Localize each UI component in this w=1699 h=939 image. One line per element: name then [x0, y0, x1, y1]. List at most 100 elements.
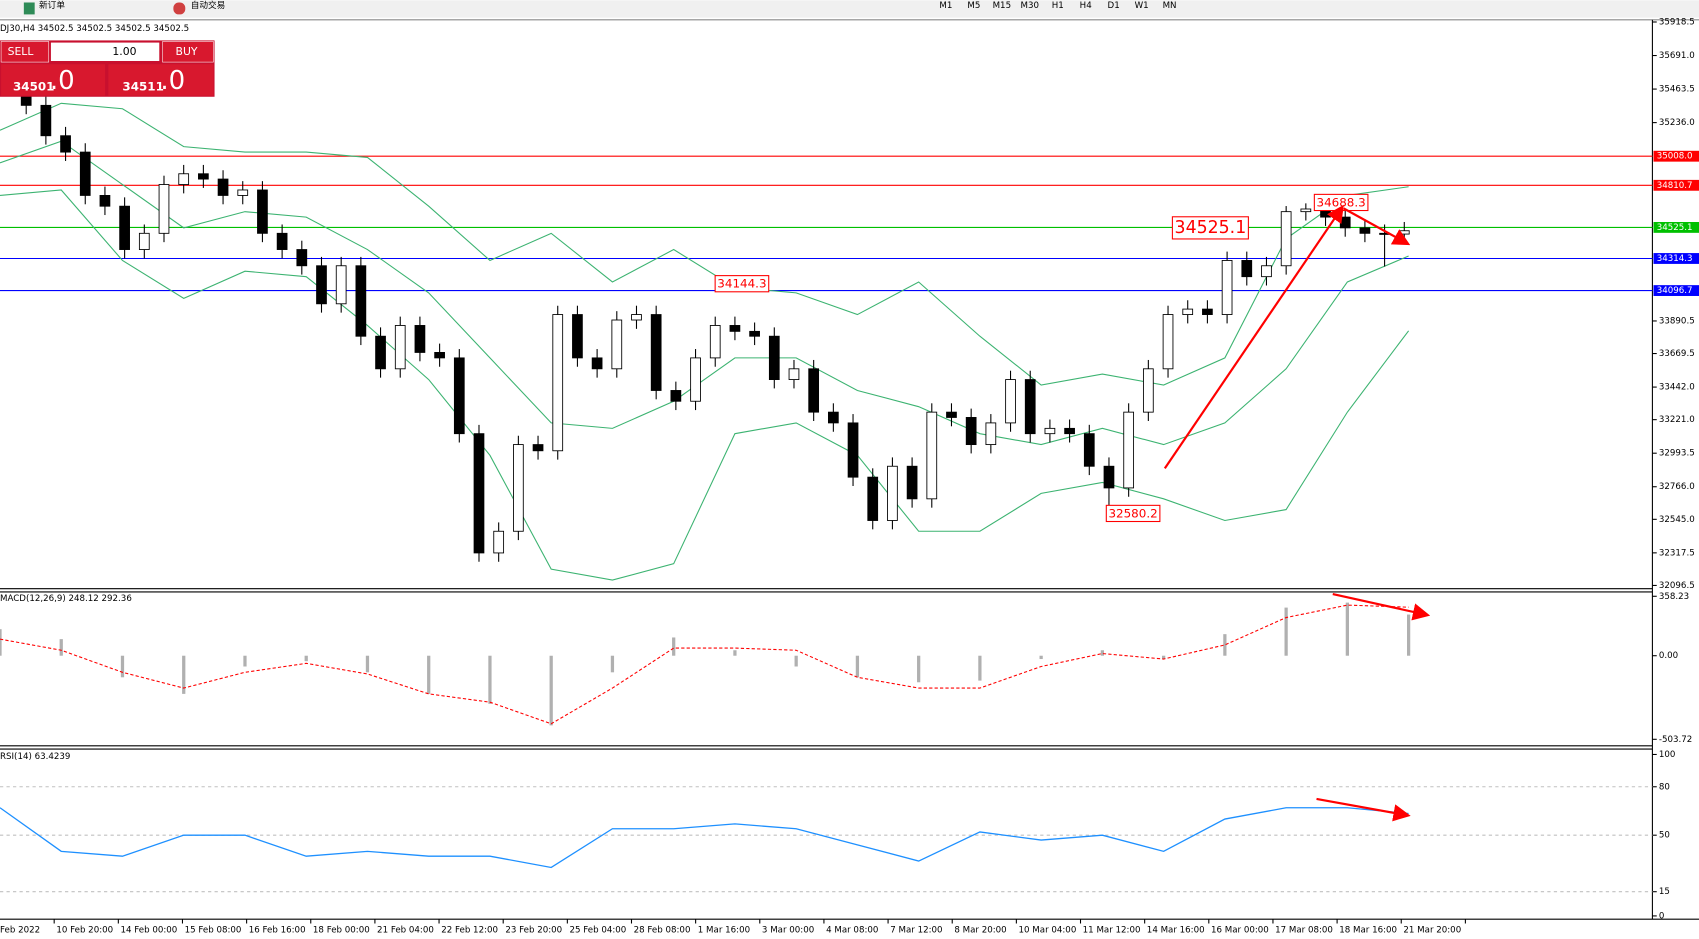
y-tick-label: 33669.5 — [1659, 349, 1695, 359]
timeframe-button[interactable]: H1 — [1052, 1, 1064, 11]
candle-body — [335, 265, 347, 305]
time-axis-label: Feb 2022 — [0, 926, 40, 936]
candle-body — [1083, 433, 1095, 467]
candle-body — [1024, 379, 1036, 435]
y-tick-label: 100 — [1659, 750, 1676, 760]
timeframe-button[interactable]: W1 — [1135, 1, 1149, 11]
time-axis-label: 15 Feb 08:00 — [185, 926, 242, 936]
annotation-box — [1105, 504, 1161, 523]
y-tick-label: 33442.0 — [1659, 383, 1695, 393]
candle-body — [1300, 208, 1312, 213]
y-tick-label: 35236.0 — [1659, 118, 1695, 128]
new-order-button[interactable]: 新订单 — [39, 0, 65, 11]
candle-body — [296, 249, 308, 267]
candle-body — [906, 465, 918, 500]
y-tick-label: 32545.0 — [1659, 515, 1695, 525]
candle-body — [670, 390, 682, 402]
time-axis-label: 22 Feb 12:00 — [441, 926, 498, 936]
time-axis-label: 10 Mar 04:00 — [1019, 926, 1077, 936]
candle-body — [355, 265, 367, 337]
y-tick-label: 32096.5 — [1659, 581, 1695, 591]
time-axis-label: 21 Mar 20:00 — [1403, 926, 1461, 936]
timeframe-button[interactable]: M5 — [967, 1, 980, 11]
trend-arrow — [1343, 207, 1411, 246]
timeframe-button[interactable]: D1 — [1108, 1, 1120, 11]
sell-label: SELL — [8, 45, 34, 58]
candle-body — [237, 189, 249, 196]
timeframe-bar: M1 M5 M15 M30 H1 H4 D1 W1 MN — [939, 1, 1176, 11]
time-axis-label: 28 Feb 08:00 — [634, 926, 691, 936]
buy-button[interactable] — [162, 41, 214, 63]
y-tick-label: 50 — [1659, 831, 1670, 841]
candle-body — [631, 314, 642, 321]
candle-body — [1202, 308, 1213, 315]
auto-trading-button[interactable]: 自动交易 — [191, 0, 226, 11]
indicator-title: DJ30,H4 34502.5 34502.5 34502.5 34502.5 — [0, 24, 189, 34]
time-axis-label: 17 Mar 08:00 — [1275, 926, 1333, 936]
candle-body — [709, 325, 721, 359]
time-axis-label: 1 Mar 16:00 — [698, 926, 750, 936]
price-level-label: 34096.7 — [1657, 286, 1693, 296]
timeframe-button[interactable]: M1 — [939, 1, 952, 11]
price-level-label: 34525.1 — [1657, 223, 1693, 233]
rsi-line — [0, 807, 1409, 869]
y-tick-label: 35463.5 — [1659, 85, 1695, 95]
bid-box[interactable] — [1, 64, 106, 96]
time-axis-label: 21 Feb 04:00 — [377, 926, 434, 936]
candle-body — [158, 184, 170, 234]
toolbar — [0, 0, 1699, 18]
timeframe-button[interactable]: M15 — [993, 1, 1011, 11]
time-axis-label: 10 Feb 20:00 — [56, 926, 113, 936]
price-level-tag — [1653, 221, 1699, 233]
candle-body — [138, 232, 150, 250]
trend-arrow — [1316, 797, 1411, 822]
candle-body — [552, 314, 564, 452]
price-annotation: 34144.3 — [717, 277, 766, 291]
candle-body — [473, 433, 485, 554]
candle-body — [591, 357, 603, 370]
candle-body — [99, 195, 111, 207]
candle-body — [847, 422, 859, 478]
candle-body — [513, 444, 524, 532]
sell-button[interactable] — [0, 41, 50, 63]
candle-body — [1044, 427, 1056, 435]
time-axis-label: 25 Feb 04:00 — [570, 926, 627, 936]
candle-body — [749, 330, 760, 337]
candle-body — [650, 314, 662, 391]
candle-body — [1398, 230, 1410, 235]
lots-input[interactable] — [50, 42, 160, 62]
indicator-title: MACD(12,26,9) 248.12 292.36 — [0, 594, 132, 604]
candle-body — [217, 178, 229, 196]
ask-box[interactable] — [108, 64, 214, 96]
candle-body — [1162, 314, 1174, 370]
lots-value: 1.00 — [112, 45, 136, 58]
timeframe-button[interactable]: M30 — [1021, 1, 1039, 11]
candle-body — [926, 411, 938, 500]
candle-body — [729, 325, 741, 332]
candle-body — [1182, 308, 1194, 315]
trend-arrow — [1332, 593, 1431, 621]
timeframe-button[interactable]: MN — [1163, 1, 1177, 11]
time-axis-label: 16 Feb 16:00 — [249, 926, 306, 936]
annotation-box — [1171, 216, 1249, 240]
candle-body — [414, 325, 426, 353]
candle-body — [788, 368, 800, 380]
time-axis-label: 16 Mar 00:00 — [1211, 926, 1269, 936]
price-level-tag — [1653, 253, 1699, 264]
candle-body — [532, 444, 544, 452]
ask-main: 34511 — [122, 80, 163, 94]
y-tick-label: 358.23 — [1659, 592, 1689, 602]
candle-body — [1123, 411, 1135, 489]
y-tick-label: 15 — [1659, 887, 1670, 897]
y-tick-label: 0 — [1659, 911, 1665, 921]
auto-trading-icon[interactable] — [173, 2, 186, 15]
plot-area: Feb 2022 10 Feb 20:00 14 Feb 00:00 15 Feb 0… — [0, 17, 1699, 936]
timeframe-button[interactable]: H4 — [1080, 1, 1093, 11]
price-level-tag — [1653, 285, 1699, 296]
candle-body — [887, 465, 898, 521]
price-level-label: 35008.0 — [1657, 152, 1693, 162]
new-order-icon[interactable] — [23, 2, 35, 15]
y-tick-label: 35918.5 — [1659, 17, 1695, 27]
